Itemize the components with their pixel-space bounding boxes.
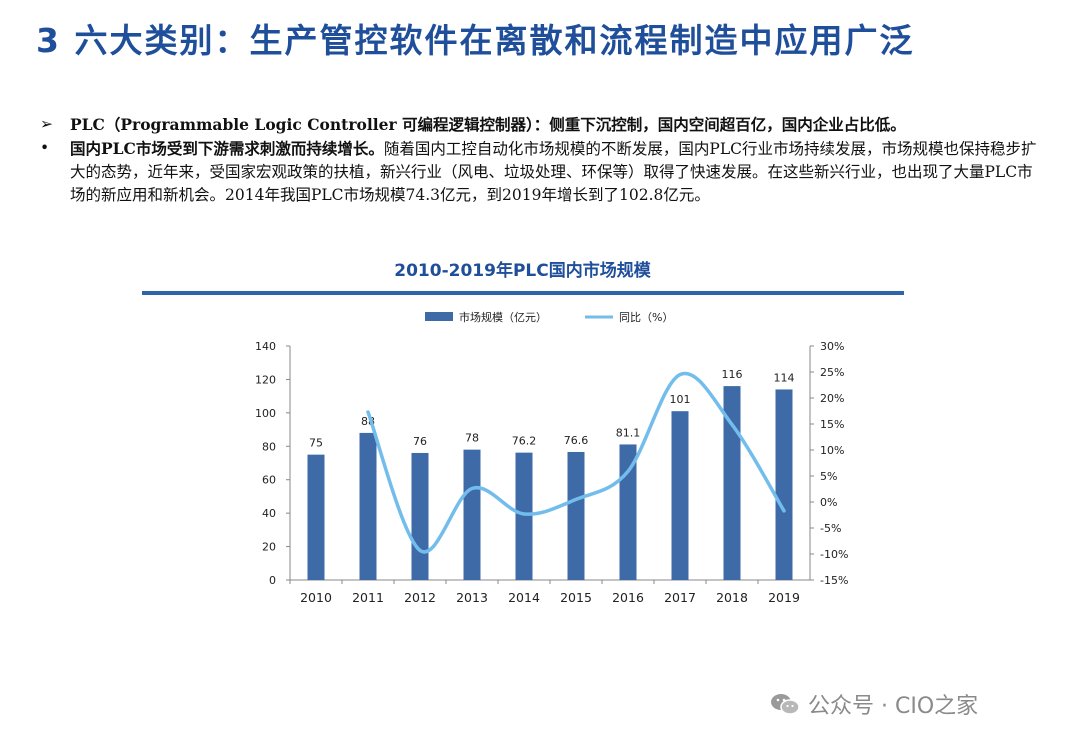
slide-title: 3 六大类别：生产管控软件在离散和流程制造中应用广泛: [36, 21, 915, 60]
y-right-tick-label: 5%: [820, 470, 837, 483]
x-tick-label: 2017: [664, 590, 696, 605]
bar: [307, 454, 325, 580]
x-tick-label: 2010: [300, 590, 332, 605]
bullet-2-bold: 国内PLC市场受到下游需求刺激而持续增长。: [70, 139, 384, 158]
y-left-tick-label: 100: [255, 407, 276, 420]
plc-market-chart: 0 20 40 60 80 100 120 140 -15% -10% -5% 0% 5% 10% 15% 2…: [255, 310, 848, 605]
bar: [723, 386, 741, 580]
legend-line-label: 同比（%）: [619, 311, 673, 324]
bullet-1-bold: PLC（Programmable Logic Controller 可编程逻辑控…: [70, 115, 906, 134]
bar-value-label: 78: [465, 432, 479, 445]
watermark-text: 公众号 · CIO之家: [808, 694, 979, 719]
y-left-tick-label: 60: [262, 474, 276, 487]
y-left-tick-label: 20: [262, 541, 276, 554]
bar-value-label: 116: [722, 368, 743, 381]
bar-value-label: 81.1: [616, 426, 641, 439]
bar-value-label: 75: [309, 437, 323, 450]
bar-value-label: 114: [774, 371, 795, 384]
x-tick-label: 2012: [404, 590, 436, 605]
wechat-icon: [770, 692, 800, 716]
chart-title-rule: [142, 291, 904, 295]
bar: [411, 452, 429, 580]
bar: [567, 451, 585, 580]
bullet-item-1: ➢ PLC（Programmable Logic Controller 可编程逻…: [40, 113, 1040, 137]
y-left-tick-label: 140: [255, 340, 276, 353]
legend-bar-swatch: [425, 312, 453, 321]
y-left-tick-label: 0: [269, 574, 276, 587]
bullet-list: ➢ PLC（Programmable Logic Controller 可编程逻…: [40, 113, 1040, 207]
y-left-tick-label: 40: [262, 507, 276, 520]
y-right-tick-label: -10%: [820, 548, 848, 561]
bar: [515, 452, 533, 580]
chart-title: 2010-2019年PLC国内市场规模: [394, 261, 651, 281]
y-right-tick-label: 20%: [820, 392, 844, 405]
bar: [775, 389, 793, 580]
x-tick-label: 2016: [612, 590, 644, 605]
y-left-tick-label: 80: [262, 440, 276, 453]
y-right-tick-label: 15%: [820, 418, 844, 431]
bullet-2-text: 随着国内工控自动化市场规模的不断发展，国内PLC行业市场持续发展，市场规模也保持…: [70, 140, 1037, 204]
x-tick-label: 2014: [508, 590, 540, 605]
y-right-tick-label: -5%: [820, 522, 841, 535]
bar-value-label: 76: [413, 435, 427, 448]
x-tick-label: 2018: [716, 590, 748, 605]
bar: [671, 411, 689, 580]
y-right-tick-label: 10%: [820, 444, 844, 457]
bar-value-label: 76.2: [512, 435, 537, 448]
bar: [359, 432, 377, 580]
bar-value-label: 101: [670, 393, 691, 406]
x-tick-label: 2019: [768, 590, 800, 605]
y-right-tick-label: 0%: [820, 496, 837, 509]
y-right-tick-label: 25%: [820, 366, 844, 379]
y-right-tick-label: -15%: [820, 574, 848, 587]
arrow-bullet-icon: ➢: [40, 115, 53, 133]
y-left-tick-label: 120: [255, 373, 276, 386]
yoy-line: [366, 371, 786, 554]
legend-bar-label: 市场规模（亿元）: [459, 310, 547, 324]
x-tick-label: 2011: [352, 590, 384, 605]
bar-value-label: 76.6: [564, 434, 589, 447]
x-tick-label: 2013: [456, 590, 488, 605]
dot-bullet-icon: •: [40, 139, 50, 157]
x-tick-label: 2015: [560, 590, 592, 605]
bullet-item-2: • 国内PLC市场受到下游需求刺激而持续增长。随着国内工控自动化市场规模的不断发…: [40, 137, 1040, 207]
watermark: 公众号 · CIO之家: [770, 688, 978, 720]
y-right-tick-label: 30%: [820, 340, 844, 353]
bar: [463, 449, 481, 580]
